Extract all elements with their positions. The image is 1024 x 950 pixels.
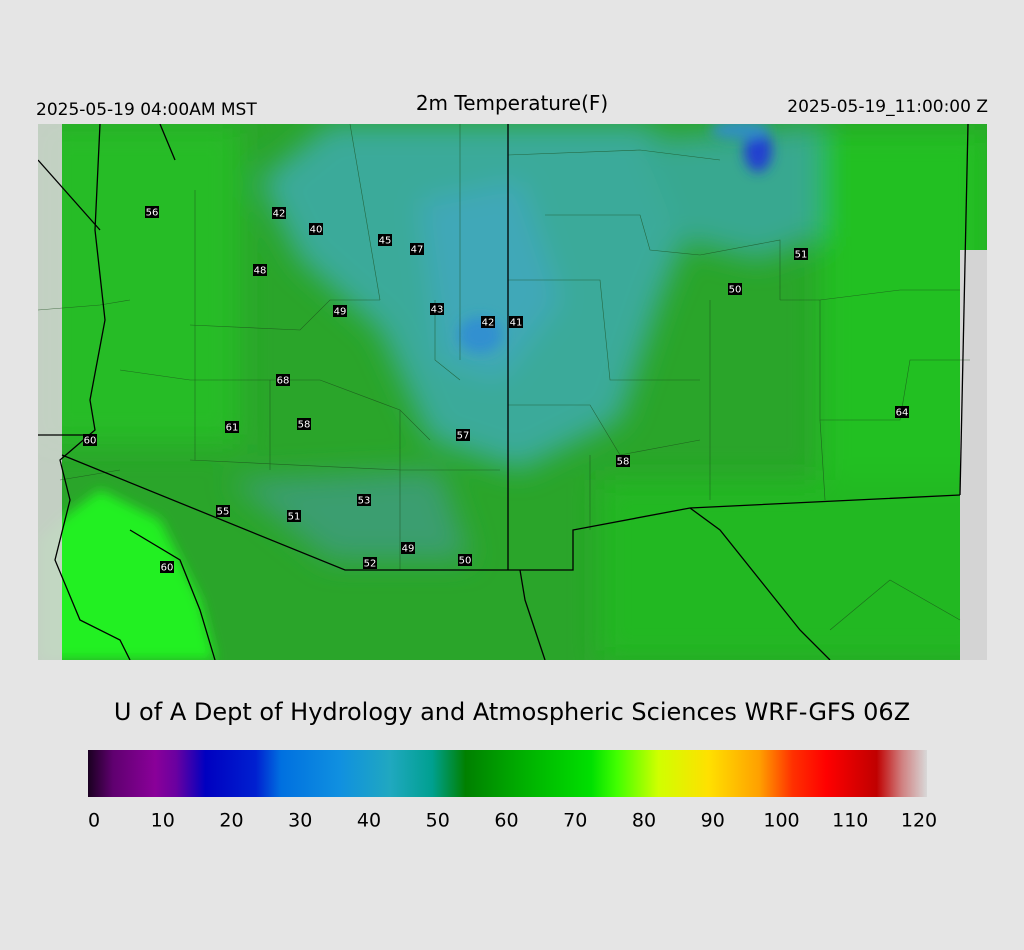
station-box — [794, 248, 808, 260]
station-box — [145, 206, 159, 218]
station-box — [216, 505, 230, 517]
station-box — [297, 418, 311, 430]
colorbar-tick-label: 60 — [494, 810, 518, 832]
station-temp: 60 — [161, 563, 174, 574]
station-box — [333, 305, 347, 317]
station-temp: 41 — [510, 318, 523, 329]
station-box — [410, 243, 424, 255]
colorbar-tick-label: 50 — [426, 810, 450, 832]
station-box — [276, 374, 290, 386]
colorbar-tick-label: 0 — [88, 810, 100, 832]
station-box — [272, 207, 286, 219]
station-box — [895, 406, 909, 418]
station-temp: 60 — [84, 436, 97, 447]
colorbar-tick-label: 30 — [288, 810, 312, 832]
colorbar-tick-label: 110 — [832, 810, 868, 832]
station-temp: 47 — [411, 245, 424, 256]
colorbar-tick-label: 40 — [357, 810, 381, 832]
station-temp: 58 — [298, 420, 311, 431]
station-temp: 64 — [896, 408, 909, 419]
colorbar-tick-label: 80 — [632, 810, 656, 832]
valid-time-utc: 2025-05-19_11:00:00 Z — [787, 97, 988, 117]
station-box — [253, 264, 267, 276]
station-temp: 48 — [254, 266, 267, 277]
colorbar-tick-label: 90 — [701, 810, 725, 832]
station-temp: 52 — [364, 559, 377, 570]
station-temp: 42 — [482, 318, 495, 329]
colorbar-tick-label: 70 — [563, 810, 587, 832]
map-title: 2m Temperature(F) — [416, 91, 608, 115]
station-box — [481, 316, 495, 328]
station-temp: 53 — [358, 496, 371, 507]
station-temp: 61 — [226, 423, 239, 434]
station-box — [430, 303, 444, 315]
colorbar-tick-label: 120 — [901, 810, 937, 832]
station-box — [401, 542, 415, 554]
colorbar-tick-label: 20 — [219, 810, 243, 832]
station-box — [456, 429, 470, 441]
station-box — [363, 557, 377, 569]
station-box — [616, 455, 630, 467]
station-labels: 56 42 40 45 47 48 49 43 42 41 50 51 68 61 58 57 58 64 60 55… — [83, 206, 909, 574]
station-box — [287, 510, 301, 522]
station-temp: 55 — [217, 507, 230, 518]
station-box — [160, 561, 174, 573]
station-temp: 40 — [310, 225, 323, 236]
station-temp: 49 — [402, 544, 415, 555]
colorbar-tick-label: 100 — [763, 810, 799, 832]
footer-credit: U of A Dept of Hydrology and Atmospheric… — [114, 698, 910, 726]
station-box — [357, 494, 371, 506]
station-temp: 56 — [146, 208, 159, 219]
station-temp: 42 — [273, 209, 286, 220]
colorbar-tick-label: 10 — [151, 810, 175, 832]
station-temp: 49 — [334, 307, 347, 318]
valid-time-local: 2025-05-19 04:00AM MST — [36, 100, 257, 120]
station-box — [83, 434, 97, 446]
station-box — [225, 421, 239, 433]
station-box — [728, 283, 742, 295]
colorbar-ticks: 0 10 20 30 40 50 60 70 80 90 100 110 120 — [88, 810, 937, 832]
station-temp: 51 — [795, 250, 808, 261]
colorbar — [88, 750, 927, 797]
station-box — [509, 316, 523, 328]
map — [38, 124, 987, 660]
station-temp: 50 — [459, 556, 472, 567]
station-temp: 58 — [617, 457, 630, 468]
station-temp: 43 — [431, 305, 444, 316]
station-temp: 68 — [277, 376, 290, 387]
station-temp: 51 — [288, 512, 301, 523]
station-box — [309, 223, 323, 235]
station-temp: 57 — [457, 431, 470, 442]
station-box — [378, 234, 392, 246]
station-temp: 50 — [729, 285, 742, 296]
station-temp: 45 — [379, 236, 392, 247]
station-box — [458, 554, 472, 566]
